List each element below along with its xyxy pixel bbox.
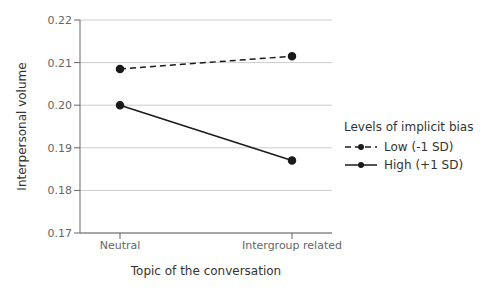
- svg-text:0.18: 0.18: [48, 184, 73, 197]
- svg-text:0.20: 0.20: [48, 99, 73, 112]
- svg-text:0.22: 0.22: [48, 14, 73, 27]
- html-text:Low (-1 SD): Low (-1 SD): [384, 139, 454, 154]
- svg-text:0.17: 0.17: [48, 227, 73, 240]
- html-text:High (+1 SD): High (+1 SD): [384, 157, 464, 172]
- svg-text:Neutral: Neutral: [100, 239, 141, 252]
- svg-text:0.19: 0.19: [48, 142, 73, 155]
- svg-text:Interpersonal volume: Interpersonal volume: [15, 62, 29, 190]
- html-text:Levels of implicit bias: Levels of implicit bias: [344, 119, 474, 134]
- svg-text:Topic of the conversation: Topic of the conversation: [130, 264, 281, 278]
- svg-text:Intergroup related: Intergroup related: [242, 239, 342, 252]
- svg-text:0.21: 0.21: [48, 57, 73, 70]
